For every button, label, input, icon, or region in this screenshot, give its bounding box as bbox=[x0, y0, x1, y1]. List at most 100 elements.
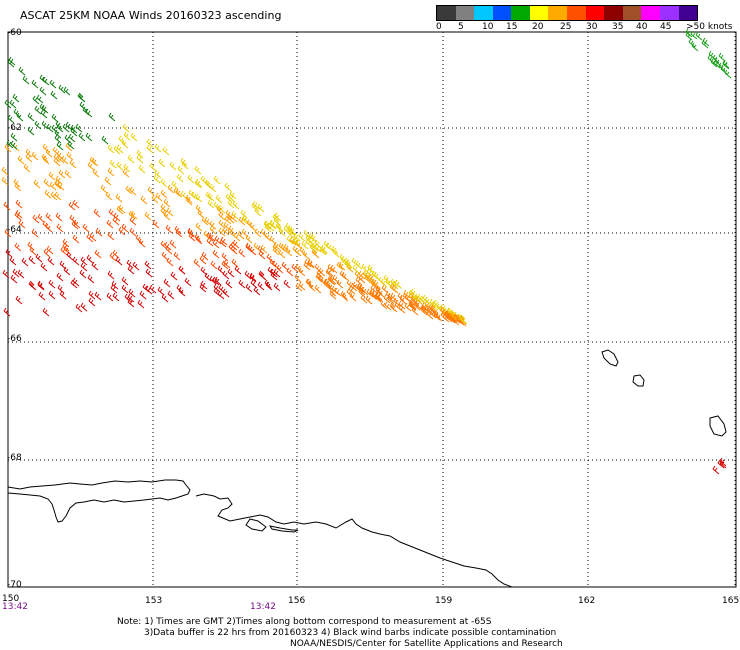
wind-barb bbox=[214, 235, 222, 245]
wind-barb bbox=[404, 302, 412, 312]
wind-barb bbox=[230, 245, 238, 255]
lon-tick-label: 162 bbox=[578, 596, 596, 606]
wind-barb bbox=[269, 258, 277, 268]
wind-barb bbox=[445, 310, 453, 320]
wind-barb bbox=[433, 299, 441, 309]
wind-barb bbox=[258, 270, 266, 280]
wind-barb bbox=[175, 228, 183, 238]
antarctic-coastline bbox=[7, 479, 513, 588]
wind-barb bbox=[56, 223, 64, 233]
wind-barb bbox=[66, 251, 74, 261]
wind-barb bbox=[275, 222, 283, 232]
wind-barb bbox=[23, 163, 31, 173]
wind-barb bbox=[28, 255, 36, 265]
wind-barb bbox=[9, 99, 17, 109]
wind-barb bbox=[21, 257, 29, 267]
wind-barb bbox=[46, 245, 54, 255]
wind-barb bbox=[272, 213, 280, 223]
wind-barb bbox=[129, 186, 137, 196]
wind-barb bbox=[695, 31, 703, 41]
wind-barb bbox=[160, 178, 168, 188]
wind-barb bbox=[184, 277, 192, 287]
lat-tick-label: -68 bbox=[7, 453, 22, 463]
wind-barb bbox=[185, 194, 193, 204]
wind-barb bbox=[121, 223, 129, 233]
wind-barb bbox=[307, 259, 315, 269]
wind-barb bbox=[173, 251, 181, 261]
wind-barb bbox=[86, 254, 94, 264]
wind-barb bbox=[112, 216, 120, 226]
wind-barb bbox=[57, 284, 65, 294]
wind-barb bbox=[13, 108, 21, 118]
wind-barb bbox=[355, 260, 363, 270]
wind-barb bbox=[315, 273, 323, 283]
wind-barb bbox=[161, 251, 169, 261]
wind-barb bbox=[265, 281, 273, 291]
wind-barb bbox=[80, 256, 88, 266]
wind-barb bbox=[314, 284, 322, 294]
wind-barb bbox=[25, 153, 33, 163]
colorbar-swatch bbox=[641, 6, 660, 20]
wind-barb bbox=[323, 278, 331, 288]
wind-barb bbox=[167, 184, 175, 194]
wind-barb bbox=[237, 230, 245, 240]
wind-barb bbox=[109, 159, 117, 169]
wind-barb bbox=[58, 169, 66, 179]
colorbar-tick-label: 45 bbox=[660, 22, 672, 32]
wind-barb bbox=[191, 191, 199, 201]
wind-barb bbox=[408, 292, 416, 302]
wind-barb bbox=[199, 255, 207, 265]
wind-barb bbox=[147, 186, 155, 196]
wind-barb bbox=[89, 232, 97, 242]
wind-barb bbox=[79, 101, 87, 111]
wind-barb bbox=[72, 234, 80, 244]
wind-barb bbox=[339, 253, 347, 263]
wind-barb bbox=[278, 249, 286, 259]
lon-tick-label: 159 bbox=[435, 596, 453, 606]
wind-barb bbox=[212, 249, 220, 259]
wind-barb bbox=[56, 141, 64, 151]
wind-barb bbox=[110, 284, 118, 294]
wind-barb bbox=[121, 284, 129, 294]
colorbar-tick-label: 30 bbox=[586, 22, 598, 32]
wind-barb bbox=[298, 232, 306, 242]
wind-barb bbox=[397, 292, 405, 302]
wind-barb bbox=[238, 279, 246, 289]
wind-barb bbox=[163, 211, 171, 221]
wind-barb bbox=[18, 219, 26, 229]
wind-barb bbox=[129, 227, 137, 237]
wind-barb bbox=[394, 279, 402, 289]
wind-barb bbox=[171, 180, 179, 190]
wind-barb bbox=[144, 260, 152, 270]
wind-barb bbox=[215, 194, 223, 204]
wind-barb bbox=[444, 310, 452, 320]
lon-tick-label: 156 bbox=[288, 596, 306, 606]
wind-barb bbox=[64, 134, 72, 144]
wind-barb bbox=[50, 191, 58, 201]
wind-barb bbox=[245, 283, 253, 293]
wind-barb bbox=[4, 99, 12, 109]
wind-barb bbox=[460, 315, 468, 325]
wind-barb bbox=[106, 219, 114, 229]
wind-barb bbox=[295, 263, 303, 273]
wind-barb bbox=[283, 279, 291, 289]
wind-barb bbox=[369, 290, 377, 300]
wind-barb bbox=[41, 153, 49, 163]
wind-barb bbox=[286, 235, 294, 245]
wind-barb bbox=[87, 161, 95, 171]
wind-barb bbox=[52, 146, 60, 156]
wind-barb bbox=[389, 302, 397, 312]
wind-barb bbox=[375, 285, 383, 295]
wind-barb bbox=[149, 162, 157, 172]
wind-barb bbox=[41, 104, 49, 114]
colorbar-swatch bbox=[567, 6, 586, 20]
wind-barb bbox=[685, 28, 693, 38]
wind-barb bbox=[429, 298, 437, 308]
wind-barb bbox=[213, 201, 221, 211]
wind-barb bbox=[40, 109, 48, 119]
wind-barb bbox=[200, 266, 208, 276]
wind-barb bbox=[107, 231, 115, 241]
wind-barb bbox=[718, 52, 726, 62]
wind-barb bbox=[145, 268, 153, 278]
wind-barb bbox=[270, 271, 278, 281]
